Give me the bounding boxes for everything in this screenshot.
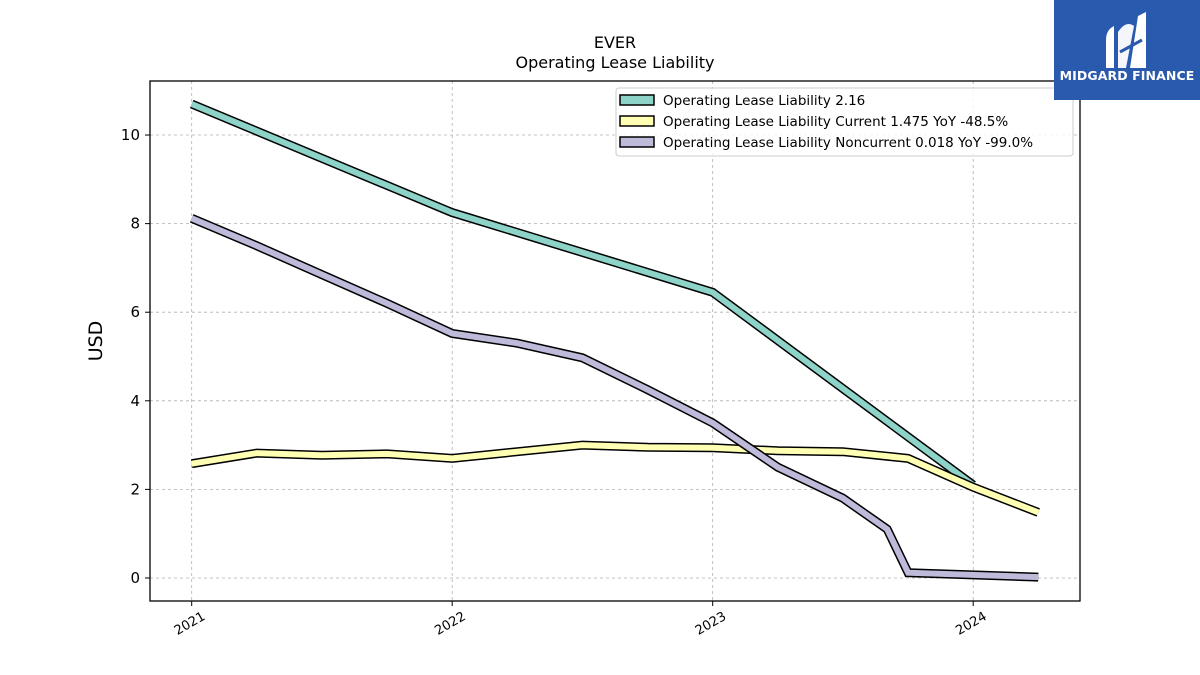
y-tick-label: 0: [130, 569, 140, 587]
x-tick-label: 2024: [953, 609, 989, 639]
legend-label-0: Operating Lease Liability 2.16: [663, 93, 865, 109]
x-ticks: 2021 2022 2023 2024: [172, 601, 990, 639]
y-tick-label: 2: [130, 480, 140, 498]
series-line-0: [190, 101, 975, 488]
series-line-outline-0: [189, 99, 976, 489]
chart-title: EVER: [594, 33, 636, 52]
plot-frame: [149, 80, 1081, 602]
chart-subtitle: Operating Lease Liability: [515, 53, 714, 72]
legend-label-1: Operating Lease Liability Current 1.475 …: [663, 114, 1008, 130]
legend-box: [615, 87, 1074, 157]
y-tick-label: 10: [121, 126, 140, 144]
legend-swatch-2: [619, 136, 655, 148]
legend-label-2: Operating Lease Liability Noncurrent 0.0…: [663, 135, 1033, 151]
legend: Operating Lease Liability 2.16 Operating …: [615, 87, 1074, 157]
midgard-m-logo-icon: [1106, 12, 1146, 68]
y-tick-label: 6: [130, 303, 140, 321]
x-tick-label: 2023: [693, 609, 729, 639]
y-tick-label: 8: [130, 215, 140, 233]
y-ticks: 0 2 4 6 8 10: [121, 126, 150, 587]
series-line-1: [191, 442, 1040, 516]
logo-text: MIDGARD FINANCE: [1059, 68, 1195, 83]
series-line-2: [190, 215, 1039, 581]
x-tick-label: 2021: [172, 609, 208, 639]
y-axis-label: USD: [85, 321, 107, 362]
legend-swatch-0: [619, 94, 655, 106]
series-layer: [189, 99, 1040, 582]
y-tick-label: 4: [130, 392, 140, 410]
grid: [150, 81, 1080, 601]
midgard-finance-logo: MIDGARD FINANCE: [1054, 0, 1200, 100]
legend-swatch-1: [619, 115, 655, 127]
x-tick-label: 2022: [432, 609, 468, 639]
